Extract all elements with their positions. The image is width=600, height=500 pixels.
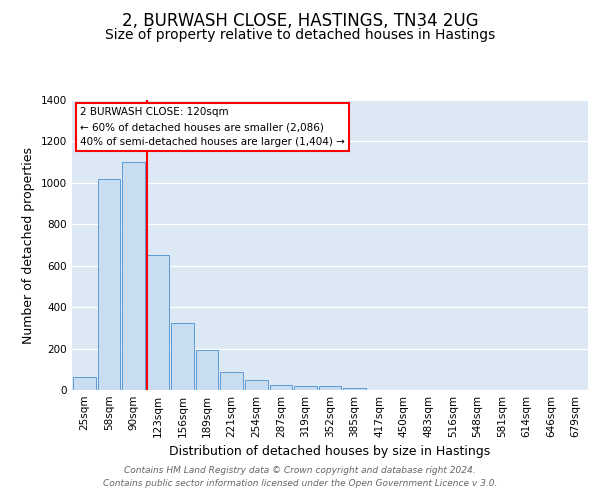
Bar [220, 372, 243, 390]
Bar [319, 386, 341, 390]
Bar [73, 376, 95, 390]
X-axis label: Distribution of detached houses by size in Hastings: Distribution of detached houses by size … [169, 446, 491, 458]
Text: Size of property relative to detached houses in Hastings: Size of property relative to detached ho… [105, 28, 495, 42]
Y-axis label: Number of detached properties: Number of detached properties [22, 146, 35, 344]
Bar [343, 388, 366, 390]
Bar [146, 256, 169, 390]
Text: 2, BURWASH CLOSE, HASTINGS, TN34 2UG: 2, BURWASH CLOSE, HASTINGS, TN34 2UG [122, 12, 478, 30]
Bar [245, 380, 268, 390]
Bar [171, 322, 194, 390]
Bar [122, 162, 145, 390]
Bar [269, 385, 292, 390]
Bar [294, 386, 317, 390]
Bar [98, 178, 120, 390]
Text: Contains HM Land Registry data © Crown copyright and database right 2024.
Contai: Contains HM Land Registry data © Crown c… [103, 466, 497, 487]
Text: 2 BURWASH CLOSE: 120sqm
← 60% of detached houses are smaller (2,086)
40% of semi: 2 BURWASH CLOSE: 120sqm ← 60% of detache… [80, 108, 344, 147]
Bar [196, 350, 218, 390]
